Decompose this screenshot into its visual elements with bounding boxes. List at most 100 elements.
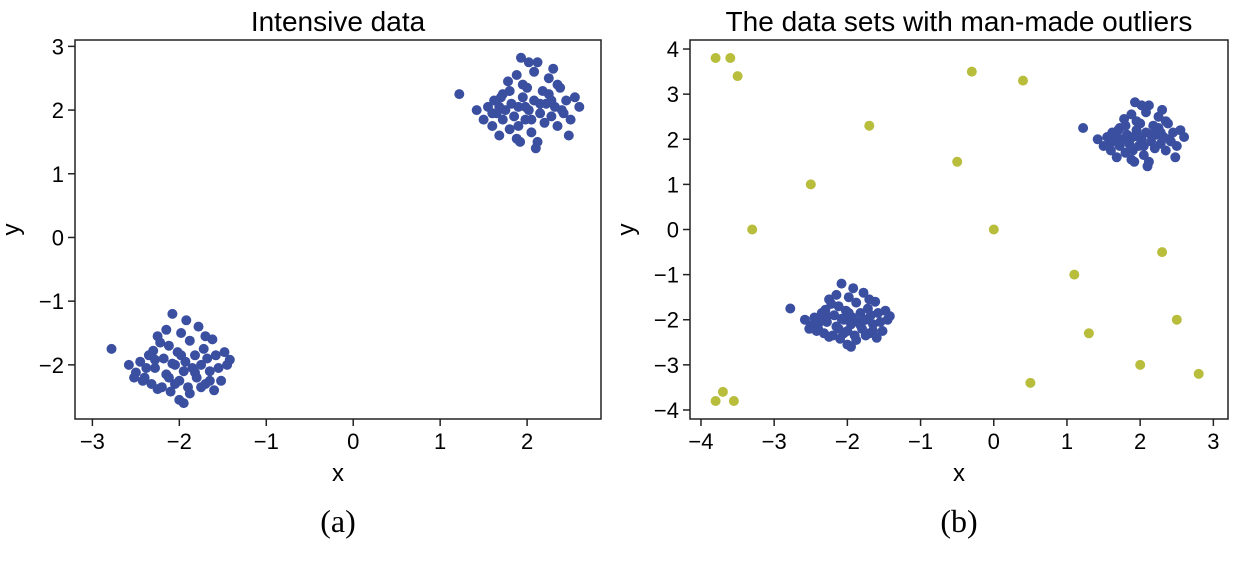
x-tick-label: 2: [1134, 429, 1146, 454]
data-point: [552, 121, 563, 131]
chart-title: Intensive data: [251, 6, 426, 37]
data-point: [836, 313, 847, 324]
x-tick-label: −2: [167, 429, 192, 454]
outlier-point: [864, 120, 875, 131]
data-point: [1133, 132, 1144, 142]
y-tick-label: 0: [667, 218, 679, 243]
data-point: [517, 79, 528, 90]
data-point: [843, 292, 854, 303]
outlier-point: [710, 396, 721, 406]
y-axis-label: y: [613, 224, 640, 236]
outlier-point: [1083, 328, 1094, 339]
data-point: [454, 89, 465, 100]
data-point: [851, 335, 862, 345]
data-point: [552, 79, 563, 90]
data-point: [198, 343, 209, 354]
series-outliers: [710, 53, 1204, 406]
data-point: [1143, 156, 1154, 167]
data-point: [478, 114, 489, 125]
data-point: [543, 73, 554, 84]
data-point: [526, 114, 537, 125]
data-point: [167, 358, 178, 369]
data-point: [535, 108, 546, 119]
data-point: [860, 330, 871, 341]
data-point: [190, 367, 200, 378]
x-tick-label: −3: [762, 429, 787, 454]
data-point: [1126, 109, 1137, 120]
outlier-point: [966, 66, 977, 77]
data-point: [202, 353, 213, 364]
data-point: [1141, 107, 1151, 118]
data-point: [1155, 127, 1166, 138]
series-data: [785, 97, 1190, 352]
panel-caption: (b): [940, 503, 977, 539]
data-point: [1127, 145, 1138, 156]
data-point: [846, 341, 856, 352]
data-point: [529, 66, 540, 77]
y-tick-label: 1: [667, 172, 679, 197]
y-axis-label: y: [0, 224, 25, 236]
data-point: [1098, 141, 1109, 151]
outlier-point: [725, 53, 736, 63]
outlier-point: [988, 224, 999, 235]
data-point: [158, 353, 169, 364]
data-point: [219, 347, 230, 358]
y-tick-label: −4: [654, 398, 679, 423]
data-point: [848, 283, 859, 294]
x-tick-label: −1: [254, 429, 279, 454]
data-point: [216, 375, 227, 386]
data-point: [213, 363, 224, 373]
data-point: [851, 297, 862, 308]
data-point: [184, 388, 195, 399]
x-tick-label: 2: [521, 429, 533, 454]
x-tick-label: −4: [688, 429, 713, 454]
data-point: [209, 385, 220, 396]
outlier-point: [747, 224, 758, 235]
data-point: [129, 372, 140, 383]
data-point: [137, 375, 148, 386]
data-point: [517, 92, 528, 103]
data-point: [868, 326, 878, 336]
data-point: [569, 92, 580, 103]
outlier-point: [805, 179, 816, 190]
data-point: [526, 127, 537, 138]
data-point: [196, 382, 207, 393]
data-point: [877, 326, 888, 336]
data-point: [196, 359, 207, 370]
x-tick-label: 1: [434, 429, 446, 454]
y-tick-label: 4: [667, 37, 679, 62]
data-point: [539, 117, 550, 128]
data-point: [1165, 136, 1176, 147]
data-point: [1146, 129, 1157, 140]
y-tick-label: 2: [667, 127, 679, 152]
data-point: [558, 108, 569, 119]
data-point: [494, 130, 505, 141]
data-point: [487, 121, 498, 131]
data-point: [170, 379, 180, 389]
data-point: [494, 101, 505, 112]
data-point: [833, 323, 844, 334]
data-point: [1092, 134, 1103, 145]
data-point: [843, 308, 854, 318]
data-point: [563, 130, 574, 141]
outlier-point: [717, 386, 728, 397]
data-point: [1111, 132, 1122, 142]
data-point: [520, 101, 531, 112]
data-point: [163, 372, 174, 383]
data-point: [190, 350, 200, 361]
panel-caption: (a): [320, 503, 356, 539]
y-tick-label: 0: [52, 225, 64, 250]
data-point: [204, 366, 215, 377]
data-point: [511, 133, 522, 144]
data-point: [836, 278, 847, 289]
data-point: [1170, 152, 1181, 163]
data-point: [1078, 123, 1089, 133]
data-point: [152, 384, 163, 395]
data-point: [785, 303, 796, 314]
x-tick-label: 0: [988, 429, 1000, 454]
data-point: [178, 366, 189, 377]
outlier-point: [732, 71, 743, 82]
data-point: [804, 323, 815, 334]
data-point: [516, 52, 526, 63]
